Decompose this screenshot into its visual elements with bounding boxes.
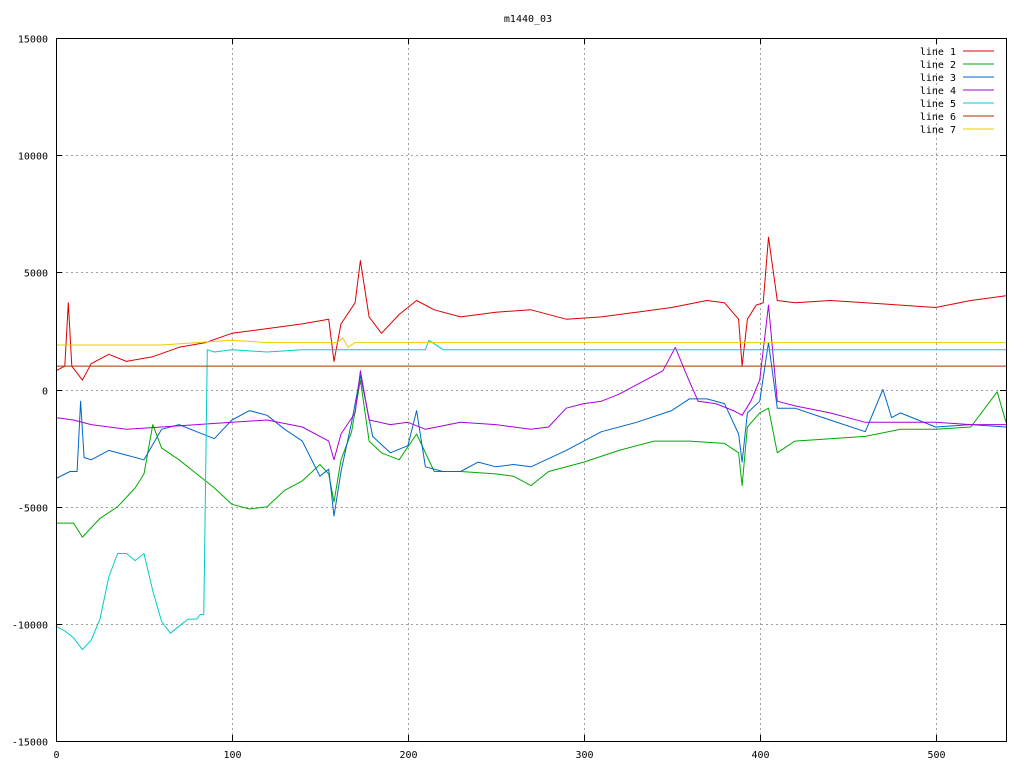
axes: 0 100 200 300 400 500 -15000 -10000 -5000 0 5000 10… (12, 35, 1007, 761)
y-tick-label: 0 (42, 387, 48, 398)
legend-label-4: line 4 (920, 86, 956, 97)
legend: line 1 line 2 line 3 line 4 line 5 line 6 line… (920, 47, 994, 136)
legend-label-2: line 2 (920, 60, 956, 71)
y-tick-label: -10000 (12, 621, 48, 632)
legend-label-6: line 6 (920, 112, 956, 123)
x-tick-label: 200 (399, 750, 417, 761)
chart-title: m1440_03 (504, 14, 552, 25)
legend-label-1: line 1 (920, 47, 956, 58)
legend-label-7: line 7 (920, 125, 956, 136)
series-line-1 (55, 236, 1007, 381)
x-tick-label: 400 (751, 750, 769, 761)
legend-label-5: line 5 (920, 99, 956, 110)
y-tick-label: 10000 (18, 152, 48, 163)
x-tick-label: 0 (53, 750, 59, 761)
y-tick-label: 5000 (24, 269, 48, 280)
x-tick-label: 100 (223, 750, 241, 761)
grid (56, 38, 1006, 741)
series-line-2 (56, 379, 1007, 538)
legend-label-3: line 3 (920, 73, 956, 84)
series-line-3 (55, 342, 1007, 517)
x-tick-label: 500 (927, 750, 945, 761)
y-tick-label: -15000 (12, 738, 48, 749)
y-tick-label: 15000 (18, 35, 48, 46)
series-line-4 (55, 304, 1006, 461)
series-line-7 (56, 337, 1006, 348)
y-tick-label: -5000 (18, 504, 48, 515)
series-lines (55, 236, 1007, 651)
x-tick-label: 300 (575, 750, 593, 761)
series-line-5 (55, 339, 1006, 651)
